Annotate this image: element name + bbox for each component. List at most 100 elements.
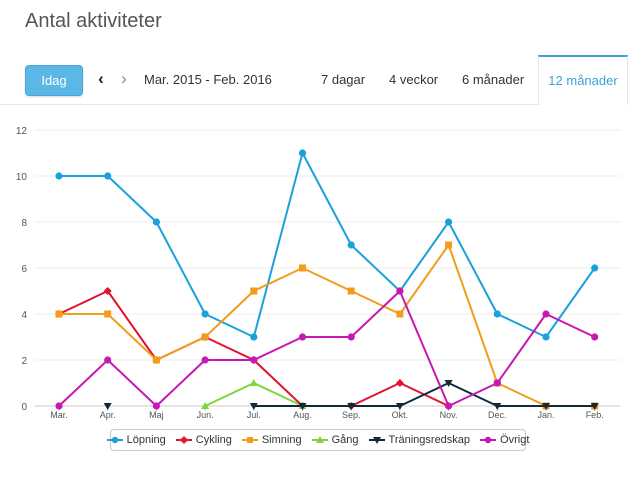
- series-tr-ningsredskap-point: [395, 403, 404, 410]
- series--vrigt-point: [591, 333, 599, 341]
- series-cykling-point: [103, 287, 112, 295]
- legend-item[interactable]: Träningsredskap: [368, 434, 471, 446]
- legend-item[interactable]: Gång: [311, 434, 359, 446]
- legend-label: Övrigt: [500, 434, 530, 446]
- series-tr-ningsredskap-point: [249, 403, 258, 410]
- series--vrigt-point: [201, 356, 209, 364]
- series-cykling-point: [395, 379, 404, 387]
- series--vrigt-point: [542, 310, 550, 318]
- series--vrigt-point: [347, 333, 355, 341]
- series-tr-ningsredskap-point: [542, 403, 550, 410]
- date-range-label: Mar. 2015 - Feb. 2016: [144, 72, 272, 87]
- legend-swatch-icon: [175, 436, 192, 444]
- tab-7-days[interactable]: 7 dagar: [321, 72, 366, 87]
- x-tick-label: Okt.: [392, 410, 409, 420]
- today-button[interactable]: Idag: [25, 65, 83, 96]
- series-tr-ningsredskap-point: [444, 380, 453, 387]
- y-tick-label: 6: [21, 264, 27, 275]
- tab-4-weeks[interactable]: 4 veckor: [389, 72, 439, 87]
- chevron-right-icon[interactable]: ›: [121, 69, 127, 88]
- series-simning-point: [152, 356, 160, 364]
- legend-swatch-icon: [106, 436, 123, 444]
- x-tick-label: Feb.: [586, 410, 604, 420]
- x-tick-label: Aug.: [293, 410, 312, 420]
- series--vrigt-point: [298, 333, 307, 341]
- y-tick-label: 4: [21, 310, 27, 321]
- legend-label: Simning: [261, 434, 302, 446]
- series-l-pning-point: [152, 218, 160, 226]
- series-l-pning-point: [347, 241, 355, 249]
- x-tick-label: Jul.: [247, 410, 261, 420]
- tab-12-months[interactable]: 12 månader: [538, 55, 628, 105]
- series--vrigt-point: [396, 287, 404, 295]
- legend-item[interactable]: Cykling: [175, 434, 232, 446]
- series--vrigt-point: [152, 402, 160, 410]
- x-tick-label: Mar.: [50, 410, 68, 420]
- series-simning-point: [299, 264, 306, 272]
- y-tick-label: 0: [21, 402, 27, 413]
- series-l-pning-point: [445, 218, 453, 226]
- legend-swatch-icon: [311, 436, 328, 443]
- series-simning-point: [445, 241, 453, 249]
- series-tr-ningsredskap-line: [253, 382, 595, 407]
- series-simning-point: [201, 333, 209, 341]
- series-l-pning-point: [591, 264, 599, 272]
- legend-swatch-icon: [241, 437, 258, 443]
- series-tr-ningsredskap-point: [103, 403, 112, 410]
- series--vrigt-point: [250, 356, 258, 364]
- series--vrigt-point: [55, 402, 63, 410]
- legend-label: Löpning: [126, 434, 166, 446]
- series-simning-point: [347, 287, 355, 295]
- legend-label: Gång: [331, 434, 359, 446]
- chart-legend: Löpning Cykling Simning Gång Träningsredskap…: [106, 429, 529, 451]
- series-g-ng-point: [249, 379, 258, 386]
- page-title: Antal aktiviteter: [25, 10, 162, 32]
- series-g-ng-point: [201, 402, 210, 409]
- x-tick-label: Dec.: [488, 410, 507, 420]
- series--vrigt-line: [58, 290, 596, 407]
- series-l-pning-point: [298, 149, 307, 157]
- series-tr-ningsredskap-point: [493, 403, 502, 410]
- series-l-pning-point: [104, 172, 112, 180]
- series-simning-point: [250, 287, 258, 295]
- series-tr-ningsredskap-point: [590, 403, 599, 410]
- legend-item[interactable]: Simning: [241, 434, 302, 446]
- series-l-pning-point: [250, 333, 258, 341]
- legend-swatch-icon: [368, 437, 385, 444]
- series-g-ng-line: [204, 382, 303, 407]
- series-simning-point: [55, 310, 63, 318]
- y-tick-label: 10: [16, 172, 28, 183]
- legend-label: Träningsredskap: [388, 434, 471, 446]
- x-tick-label: Maj: [149, 410, 164, 420]
- legend-item[interactable]: Löpning: [106, 434, 166, 446]
- chevron-left-icon[interactable]: ‹: [98, 69, 104, 88]
- x-tick-label: Jan.: [537, 410, 554, 420]
- legend-label: Cykling: [195, 434, 232, 446]
- x-tick-label: Jun.: [197, 410, 214, 420]
- x-tick-label: Sep.: [342, 410, 361, 420]
- series-tr-ningsredskap-point: [347, 403, 356, 410]
- toolbar-divider: [0, 104, 538, 105]
- tab-6-months[interactable]: 6 månader: [462, 72, 525, 87]
- series-simning-point: [104, 310, 112, 318]
- series-simning-line: [59, 244, 595, 407]
- series-l-pning-line: [59, 152, 596, 338]
- series--vrigt-point: [445, 402, 453, 410]
- series-tr-ningsredskap-point: [298, 403, 307, 410]
- y-tick-label: 8: [21, 218, 27, 229]
- series-l-pning-point: [55, 172, 63, 180]
- series-cykling-line: [58, 290, 450, 407]
- x-tick-label: Nov.: [440, 410, 458, 420]
- y-tick-label: 2: [21, 356, 27, 367]
- series-simning-point: [396, 310, 404, 318]
- toolbar: Idag ‹ › Mar. 2015 - Feb. 2016 7 dagar 4…: [0, 55, 640, 105]
- series-l-pning-point: [201, 310, 209, 318]
- series--vrigt-point: [493, 379, 501, 387]
- x-tick-label: Apr.: [100, 410, 116, 420]
- legend-item[interactable]: Övrigt: [480, 434, 529, 446]
- series--vrigt-point: [104, 356, 112, 364]
- y-tick-label: 12: [16, 126, 28, 137]
- legend-swatch-icon: [480, 436, 497, 444]
- series-l-pning-point: [542, 333, 550, 341]
- activity-line-chart: 0 2 4 6 8 10 12 Mar. Apr. Maj Jun. Jul. Aug. Sep. Okt.…: [16, 126, 620, 420]
